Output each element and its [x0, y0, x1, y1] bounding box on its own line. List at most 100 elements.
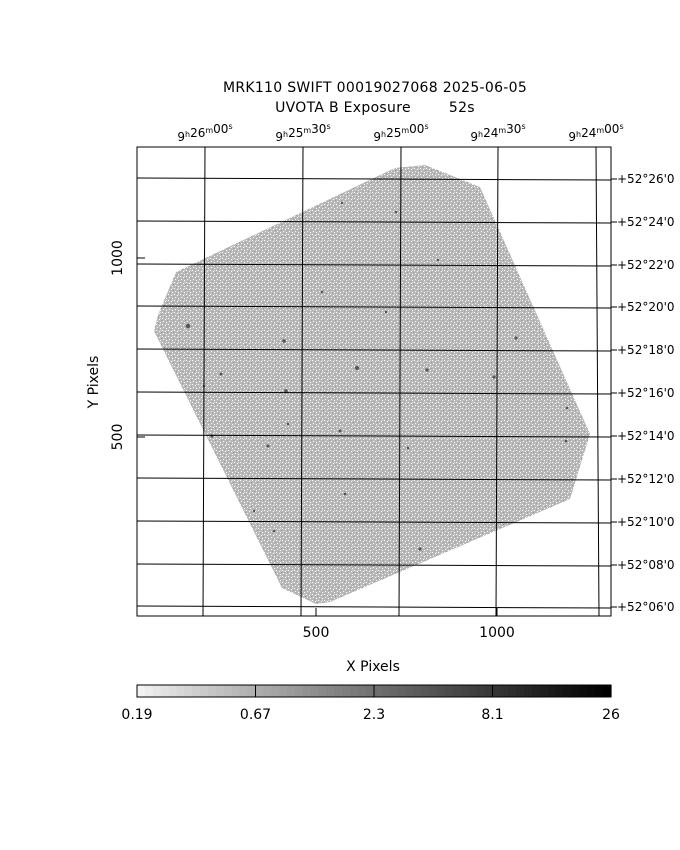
colorbar-segment	[223, 685, 233, 697]
ra-tick-label: 9h24m30s	[470, 122, 525, 144]
colorbar-segment	[555, 685, 565, 697]
dec-tick-label: +52°18'0	[617, 343, 675, 357]
dec-tick-label: +52°24'0	[617, 215, 675, 229]
colorbar-segment	[239, 685, 249, 697]
dec-tick-label: +52°20'0	[617, 300, 675, 314]
dec-grid-line	[137, 563, 611, 567]
point-source	[492, 375, 496, 379]
point-source	[284, 389, 288, 393]
colorbar-segment	[295, 685, 304, 697]
dec-tick-label: +52°12'0	[617, 472, 675, 486]
colorbar-segment	[350, 685, 359, 697]
dec-tick-label: +52°06'0	[617, 600, 675, 614]
colorbar-segment	[318, 685, 328, 697]
colorbar-segment	[255, 685, 264, 697]
colorbar-segment	[271, 685, 280, 697]
dec-tick-label: +52°22'0	[617, 258, 675, 272]
chart-subtitle: UVOTA B Exposure 52s	[275, 100, 475, 116]
exposure-footprint	[154, 165, 590, 604]
point-source	[564, 439, 568, 443]
point-source	[185, 323, 191, 329]
ra-grid-line	[495, 147, 499, 616]
coordinate-grid	[137, 147, 611, 616]
colorbar-label: 8.1	[481, 707, 503, 723]
dec-grid-line	[137, 605, 611, 609]
colorbar-segment	[302, 685, 312, 697]
dec-tick-label: +52°14'0	[617, 429, 675, 443]
colorbar-segment	[492, 685, 501, 697]
colorbar: 0.19 0.67 2.3 8.1 26	[121, 684, 620, 723]
point-source	[436, 258, 440, 262]
ra-tick-label: 9h25m30s	[275, 122, 330, 144]
colorbar-segment	[405, 685, 415, 697]
colorbar-segment	[524, 685, 533, 697]
colorbar-label: 0.67	[240, 707, 271, 723]
colorbar-segment	[460, 685, 470, 697]
dec-grid-line	[137, 434, 611, 438]
dec-grid-line	[137, 305, 611, 309]
dec-grid-line	[137, 477, 611, 481]
point-source	[338, 429, 342, 433]
dec-grid-line	[137, 220, 611, 224]
colorbar-segment	[200, 685, 209, 697]
point-source	[565, 406, 569, 410]
colorbar-segment	[437, 685, 446, 697]
point-source	[219, 372, 223, 376]
colorbar-segment	[247, 685, 257, 697]
colorbar-segment	[476, 685, 486, 697]
colorbar-segment	[445, 685, 454, 697]
colorbar-segment	[160, 685, 170, 697]
point-source	[320, 290, 324, 294]
colorbar-segment	[484, 685, 494, 697]
colorbar-segment	[429, 685, 438, 697]
colorbar-segment	[500, 685, 509, 697]
colorbar-segment	[563, 685, 573, 697]
colorbar-segment	[208, 685, 217, 697]
colorbar-segment	[137, 685, 146, 697]
point-source	[384, 310, 388, 314]
dec-grid-line	[137, 348, 611, 352]
colorbar-label: 26	[602, 707, 620, 723]
colorbar-segment	[263, 685, 272, 697]
dec-grid-line	[137, 177, 611, 181]
dec-grid-line	[137, 263, 611, 267]
dec-tick-label: +52°16'0	[617, 386, 675, 400]
colorbar-segment	[571, 685, 580, 697]
colorbar-segment	[397, 685, 407, 697]
colorbar-segment	[144, 685, 154, 697]
point-sources	[185, 201, 569, 551]
ra-grid-line	[300, 147, 304, 616]
colorbar-segment	[508, 685, 517, 697]
point-source	[266, 444, 270, 448]
colorbar-segment	[287, 685, 296, 697]
dec-grid-line	[137, 520, 611, 524]
point-source	[514, 336, 518, 340]
ra-tick-label: 9h26m00s	[177, 122, 232, 144]
colorbar-segment	[453, 685, 462, 697]
colorbar-segment	[539, 685, 549, 697]
colorbar-segment	[381, 685, 391, 697]
x-tick-label: 1000	[479, 625, 515, 641]
colorbar-segment	[547, 685, 557, 697]
y-tick-label: 500	[110, 424, 126, 451]
point-source	[340, 201, 344, 205]
colorbar-segment	[366, 685, 375, 697]
dec-tick-label: +52°08'0	[617, 558, 675, 572]
colorbar-segment	[192, 685, 201, 697]
colorbar-segment	[579, 685, 588, 697]
colorbar-segment	[168, 685, 178, 697]
point-source	[286, 422, 290, 426]
chart-title: MRK110 SWIFT 00019027068 2025-06-05	[222, 80, 528, 96]
dec-tick-label: +52°26'0	[617, 172, 675, 186]
colorbar-segment	[326, 685, 336, 697]
point-source	[394, 210, 398, 214]
point-source	[282, 339, 286, 343]
x-tick-label: 500	[303, 625, 330, 641]
point-source	[425, 368, 429, 372]
colorbar-segment	[152, 685, 162, 697]
x-axis-label: X Pixels	[346, 659, 400, 675]
ra-tick-label: 9h24m00s	[568, 122, 623, 144]
point-source	[272, 529, 276, 533]
colorbar-segment	[374, 685, 383, 697]
ra-tick-label: 9h25m00s	[373, 122, 428, 144]
